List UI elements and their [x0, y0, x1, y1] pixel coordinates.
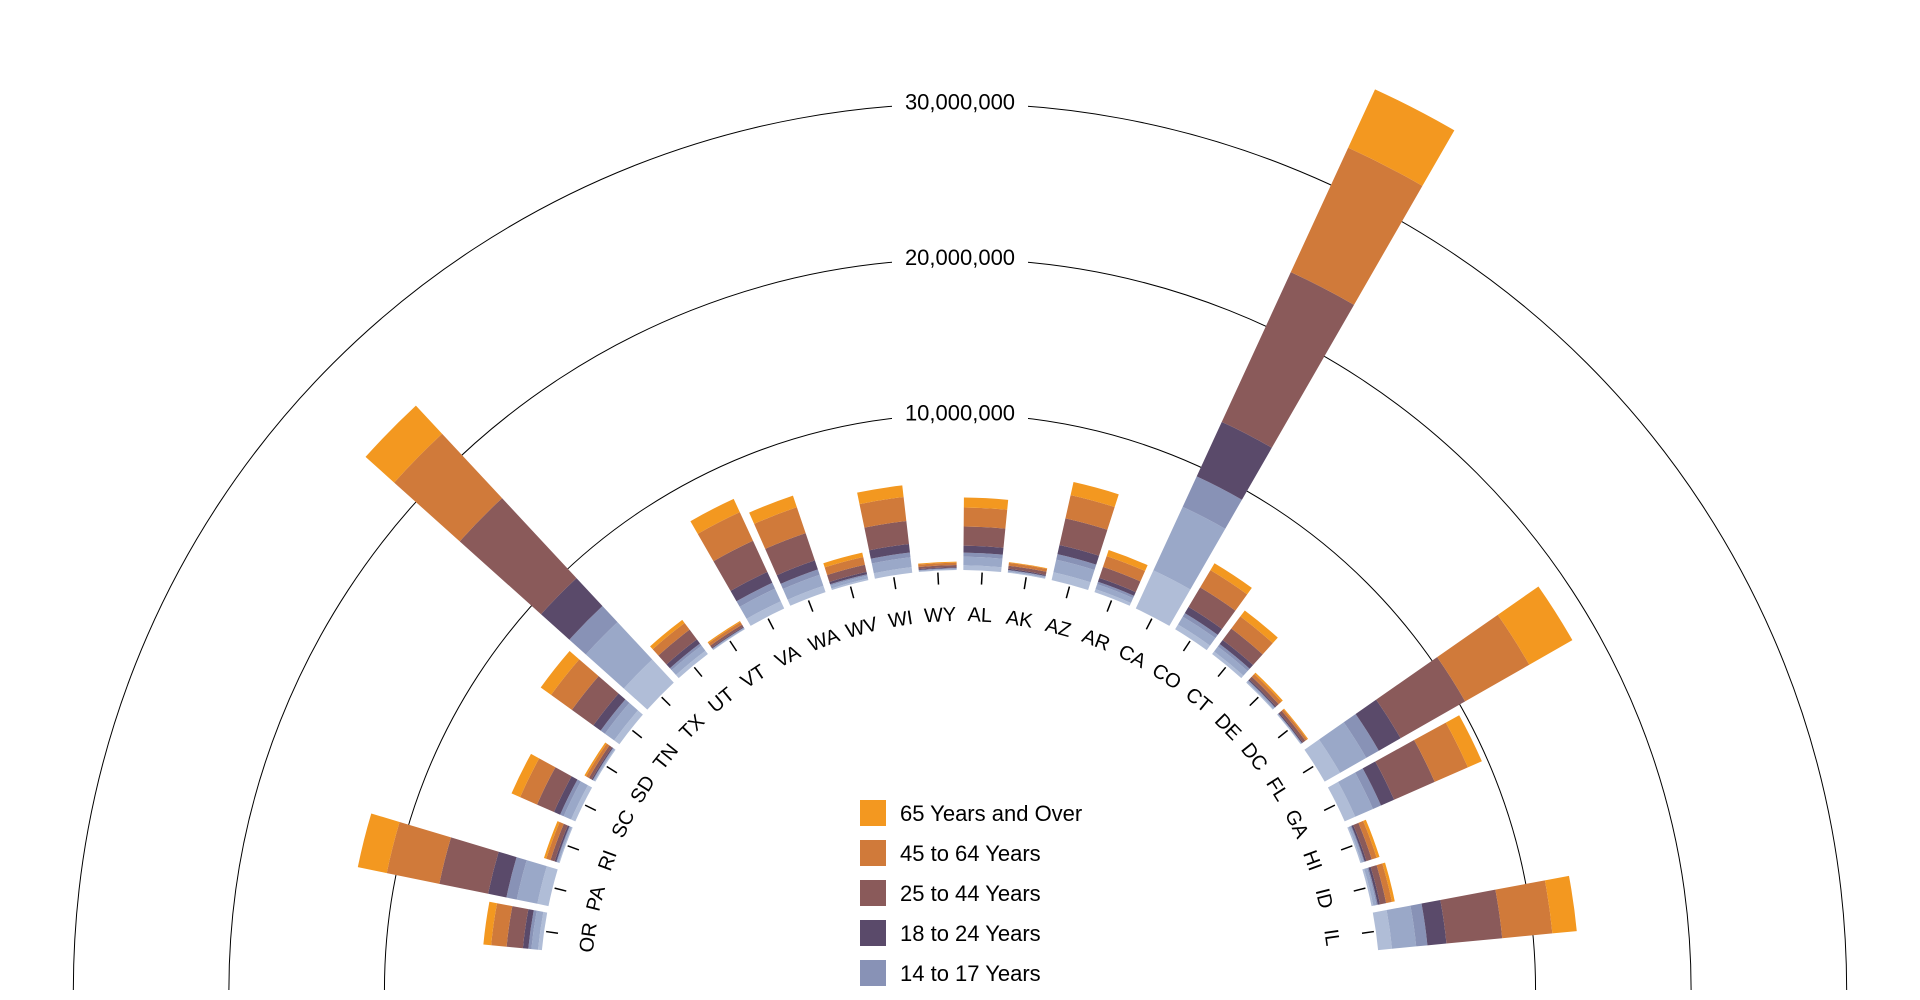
- state-label: UT: [704, 684, 739, 718]
- state-label: IL: [1319, 928, 1343, 948]
- bar: [963, 498, 1008, 572]
- state-label: GA: [1280, 806, 1313, 842]
- state-tick: [1146, 619, 1152, 630]
- state-label: PA: [583, 883, 611, 913]
- legend-swatch: [860, 960, 886, 986]
- state-label: DC: [1236, 739, 1271, 775]
- bar: [857, 485, 912, 578]
- state-tick: [1218, 667, 1226, 676]
- bar-segment: [1279, 711, 1305, 743]
- state-label: HI: [1298, 847, 1326, 873]
- grid-tick-label: 10,000,000: [905, 400, 1015, 425]
- state-label: AR: [1079, 625, 1113, 656]
- state-label: VT: [737, 661, 770, 693]
- bar: [1008, 562, 1047, 579]
- legend-label: 14 to 17 Years: [900, 961, 1041, 986]
- legend-swatch: [860, 880, 886, 906]
- state-tick: [1250, 697, 1259, 705]
- bar: [1362, 863, 1394, 906]
- state-label: VA: [772, 641, 805, 672]
- state-tick: [1024, 577, 1026, 589]
- state-label: AK: [1004, 607, 1034, 633]
- state-tick: [585, 805, 596, 810]
- legend: 65 Years and Over 45 to 64 Years 25 to 44 …: [860, 800, 1082, 986]
- bar: [1094, 550, 1147, 606]
- state-label: WI: [887, 607, 915, 633]
- bar-segment: [964, 526, 1006, 547]
- state-tick: [1362, 932, 1374, 934]
- state-tick: [632, 730, 641, 737]
- state-tick: [1278, 730, 1287, 737]
- state-label: WY: [923, 604, 956, 628]
- bar: [366, 406, 674, 710]
- state-label: CA: [1115, 641, 1150, 674]
- bar: [1373, 876, 1577, 950]
- grid-tick-label: 20,000,000: [905, 245, 1015, 270]
- state-tick: [555, 888, 567, 891]
- state-tick: [694, 667, 702, 676]
- state-label: CO: [1148, 659, 1185, 694]
- bar: [1277, 709, 1308, 745]
- bar: [544, 821, 573, 863]
- state-tick: [1341, 846, 1352, 850]
- state-tick: [851, 587, 854, 599]
- state-label: TN: [649, 740, 683, 775]
- state-tick: [730, 641, 737, 651]
- bar-segment: [964, 507, 1008, 528]
- state-tick: [546, 932, 558, 934]
- state-label: AL: [967, 604, 993, 627]
- bar: [483, 902, 547, 950]
- legend-swatch: [860, 840, 886, 866]
- state-tick: [568, 846, 579, 850]
- state-tick: [809, 600, 813, 611]
- radial-stacked-bar-chart: 10,000,000 20,000,000 30,000,000 OR PA RI SCSD…: [0, 0, 1920, 1000]
- state-tick: [894, 577, 896, 589]
- legend-label: 18 to 24 Years: [900, 921, 1041, 946]
- state-tick: [1107, 600, 1111, 611]
- state-tick: [1183, 641, 1190, 651]
- grid-tick-label: 30,000,000: [905, 89, 1015, 114]
- legend-label: 65 Years and Over: [900, 801, 1082, 826]
- state-tick: [1354, 888, 1366, 891]
- state-label: DE: [1210, 710, 1245, 745]
- bar: [918, 562, 957, 572]
- state-label: CT: [1181, 684, 1216, 718]
- state-tick: [938, 573, 939, 585]
- bar: [823, 553, 868, 590]
- state-label: WA: [805, 624, 843, 656]
- state-tick: [982, 573, 983, 585]
- legend-label: 25 to 44 Years: [900, 881, 1041, 906]
- legend-swatch: [860, 920, 886, 946]
- state-label: SD: [626, 772, 659, 807]
- state-label: ID: [1311, 886, 1337, 911]
- bar: [512, 754, 593, 822]
- state-label: FL: [1261, 774, 1292, 805]
- bar-segment: [1440, 890, 1502, 944]
- legend-swatch: [860, 800, 886, 826]
- state-tick: [662, 697, 671, 705]
- state-tick: [607, 767, 617, 773]
- state-label: RI: [594, 847, 622, 873]
- state-label: TX: [676, 710, 710, 744]
- bar-segment: [1222, 272, 1354, 448]
- bar: [584, 743, 615, 782]
- state-label: WV: [843, 613, 880, 643]
- bar-segment: [710, 625, 743, 648]
- state-label: SC: [608, 807, 640, 842]
- state-tick: [1303, 767, 1313, 773]
- state-label: AZ: [1043, 614, 1073, 642]
- legend-label: 45 to 64 Years: [900, 841, 1041, 866]
- bar: [358, 814, 558, 907]
- state-tick: [1066, 587, 1069, 599]
- state-tick: [1324, 805, 1335, 810]
- bar-segment: [1495, 880, 1552, 938]
- bar: [1347, 820, 1379, 863]
- state-tick: [768, 619, 774, 630]
- bar-segment: [1282, 709, 1308, 740]
- bar: [708, 621, 745, 650]
- state-label: OR: [576, 921, 602, 954]
